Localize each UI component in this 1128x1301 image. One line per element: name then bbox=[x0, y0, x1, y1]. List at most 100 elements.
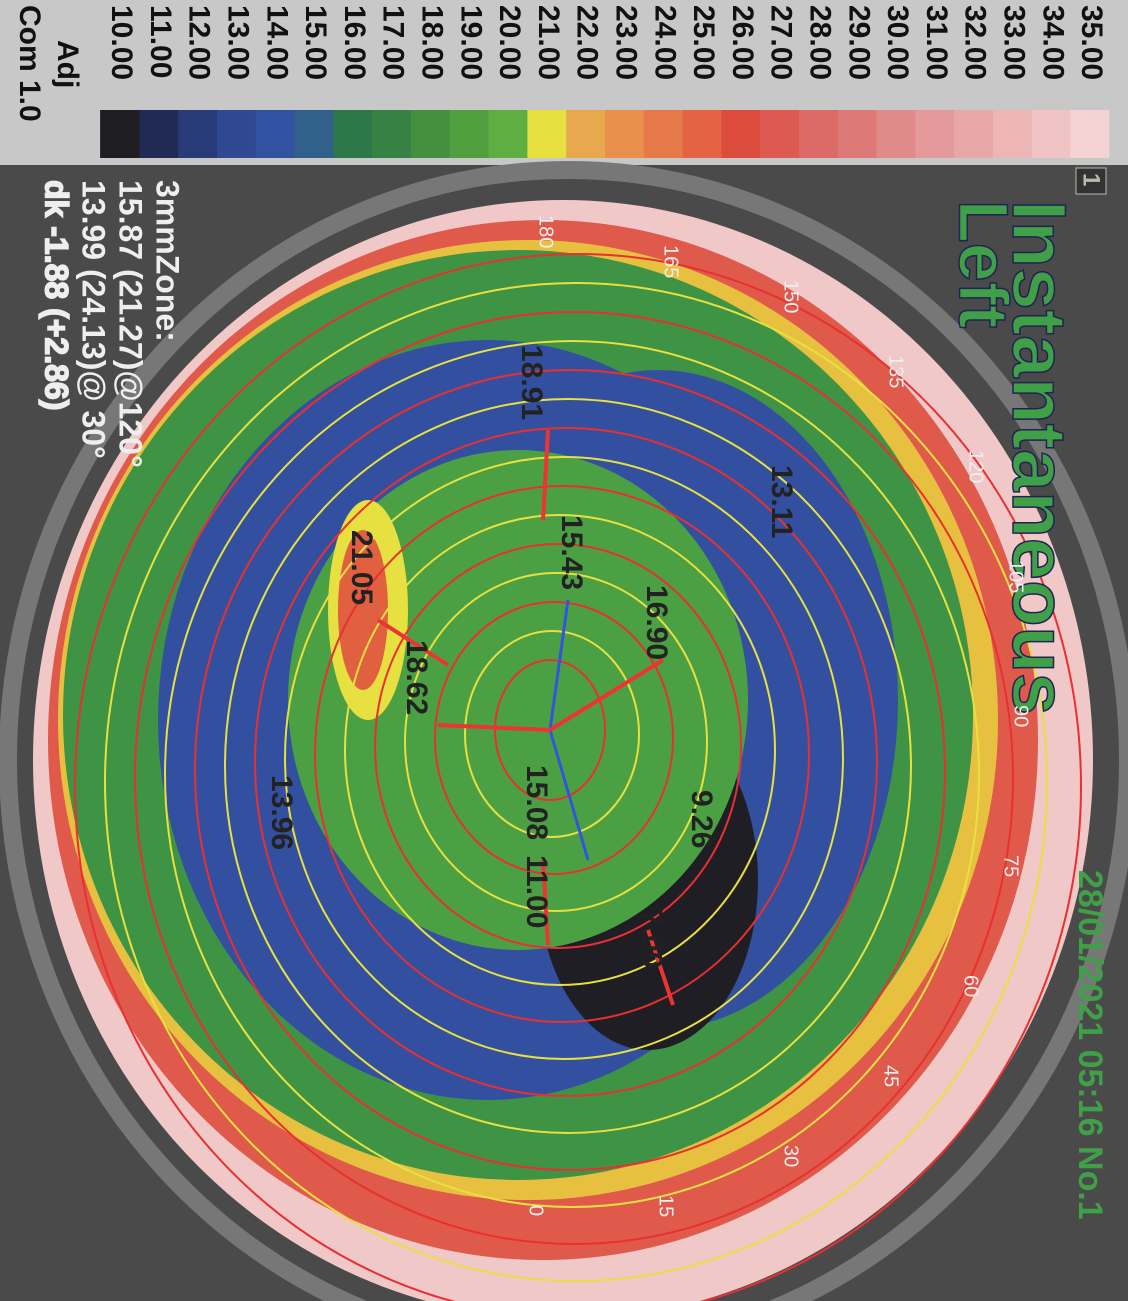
color-swatch bbox=[255, 110, 295, 158]
color-swatch bbox=[488, 110, 528, 158]
contour bbox=[254, 427, 878, 1097]
map-value: 13.96 bbox=[265, 775, 298, 850]
map-value: 15.08 bbox=[520, 765, 553, 840]
scale-label: 21.00 bbox=[532, 5, 565, 80]
angle-label: 90 bbox=[1010, 705, 1032, 727]
contour bbox=[104, 282, 1048, 1282]
color-swatch bbox=[720, 110, 761, 158]
adj-label: Adj bbox=[51, 40, 84, 88]
scale-label: 30.00 bbox=[881, 5, 914, 80]
color-swatch bbox=[876, 110, 916, 158]
scale-label: 19.00 bbox=[454, 5, 487, 80]
contour bbox=[404, 572, 708, 912]
scale-label: 20.00 bbox=[493, 5, 526, 80]
map-value: 18.91 bbox=[515, 345, 548, 420]
contours bbox=[74, 253, 1082, 1301]
color-swatch bbox=[643, 110, 683, 158]
scale-label: 29.00 bbox=[842, 5, 875, 80]
contour bbox=[434, 601, 674, 875]
angle-label: 15 bbox=[655, 1195, 677, 1217]
angle-label: 180 bbox=[535, 215, 557, 248]
map-value: 15.43 bbox=[555, 515, 588, 590]
contour bbox=[494, 659, 606, 801]
color-bar bbox=[100, 110, 1110, 158]
contour bbox=[344, 514, 776, 986]
color-swatch bbox=[294, 110, 334, 158]
com-label: Com 1.0 bbox=[13, 5, 46, 122]
axis-line bbox=[548, 599, 570, 731]
contour bbox=[74, 253, 1082, 1301]
meridian bbox=[541, 429, 550, 521]
contour bbox=[194, 369, 946, 1171]
scale-label: 33.00 bbox=[997, 5, 1030, 80]
contour bbox=[224, 398, 912, 1134]
scale-label: 32.00 bbox=[959, 5, 992, 80]
color-swatch bbox=[449, 110, 489, 158]
scale-label: 25.00 bbox=[687, 5, 720, 80]
contour bbox=[314, 485, 810, 1023]
view-box bbox=[1075, 167, 1107, 195]
color-swatch bbox=[992, 110, 1032, 158]
scale-label: 12.00 bbox=[183, 5, 216, 80]
zone-line: 13.99 (24.13)@ 30° bbox=[76, 180, 112, 459]
ring bbox=[0, 161, 1128, 1301]
scale-labels: 35.0034.0033.0032.0031.0030.0029.0028.00… bbox=[105, 5, 1108, 80]
angle-label: 60 bbox=[960, 975, 982, 997]
color-swatch bbox=[216, 110, 256, 158]
axis-line bbox=[548, 729, 590, 861]
scale-label: 31.00 bbox=[920, 5, 953, 80]
color-swatch bbox=[1070, 110, 1110, 158]
angle-label: 75 bbox=[1000, 855, 1022, 877]
color-swatch bbox=[332, 110, 373, 158]
color-swatch bbox=[526, 110, 567, 158]
color-swatch bbox=[953, 110, 993, 158]
zone-title: 3mmZone: bbox=[150, 180, 186, 342]
color-swatch bbox=[759, 110, 799, 158]
scale-label: 26.00 bbox=[726, 5, 759, 80]
contour bbox=[134, 311, 1014, 1245]
map-title: Instantaneous bbox=[996, 200, 1081, 715]
scale-label: 15.00 bbox=[299, 5, 332, 80]
angle-label: 150 bbox=[780, 280, 802, 313]
meridian bbox=[437, 723, 551, 732]
zone-line: dk -1.88 (+2.86) bbox=[39, 180, 75, 410]
eye-label: Left bbox=[945, 200, 1023, 328]
map-value: 16.90 bbox=[640, 585, 673, 660]
color-swatch bbox=[177, 110, 217, 158]
color-swatch bbox=[837, 110, 877, 158]
angle-label: 165 bbox=[660, 245, 682, 278]
scale-label: 11.00 bbox=[144, 5, 177, 78]
scale-label: 34.00 bbox=[1036, 5, 1069, 80]
map-value: 7.00 bbox=[635, 910, 668, 968]
color-swatch bbox=[410, 110, 450, 158]
scale-label: 24.00 bbox=[648, 5, 681, 80]
angle-label: 45 bbox=[880, 1065, 902, 1087]
color-swatch bbox=[371, 110, 411, 158]
color-swatch bbox=[1031, 110, 1071, 158]
date-label: 28/01/2021 05:16 No.1 bbox=[1071, 870, 1109, 1220]
color-swatch bbox=[682, 110, 722, 158]
map-value: 9.26 bbox=[685, 790, 718, 848]
meridian bbox=[548, 658, 665, 732]
angle-label: 0 bbox=[525, 1205, 547, 1216]
angle-label: 135 bbox=[885, 355, 907, 388]
scale-label: 10.00 bbox=[105, 5, 138, 80]
scale-label: 28.00 bbox=[803, 5, 836, 80]
map-value: 11.00 bbox=[520, 855, 553, 928]
color-swatch bbox=[138, 110, 179, 158]
color-swatch bbox=[798, 110, 838, 158]
contour bbox=[464, 630, 640, 838]
angle-label: 30 bbox=[780, 1145, 802, 1167]
color-swatch bbox=[604, 110, 644, 158]
scale-label: 16.00 bbox=[338, 5, 371, 80]
contour bbox=[284, 456, 844, 1060]
spot-red bbox=[338, 530, 388, 690]
scale-label: 27.00 bbox=[765, 5, 798, 80]
scale-label: 14.00 bbox=[260, 5, 293, 80]
angle-label: 120 bbox=[965, 450, 987, 483]
scale-label: 17.00 bbox=[377, 5, 410, 80]
scale-label: 18.00 bbox=[415, 5, 448, 80]
meridian bbox=[376, 618, 450, 667]
